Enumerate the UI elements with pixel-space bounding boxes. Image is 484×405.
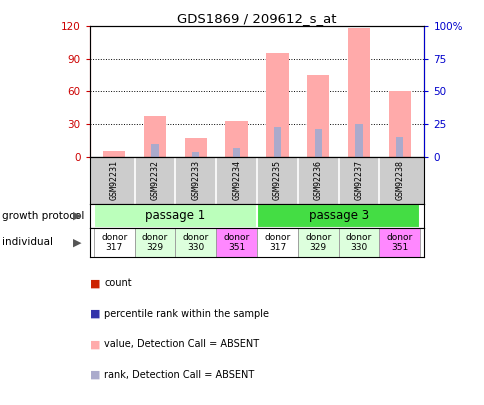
Text: donor
317: donor 317 (101, 233, 127, 252)
Bar (257, 204, 420, 228)
Bar (192, 152, 199, 157)
Bar (225, 121, 247, 157)
Text: GSM92236: GSM92236 (313, 160, 322, 200)
Text: donor
351: donor 351 (223, 233, 249, 252)
Text: donor
329: donor 329 (304, 233, 331, 252)
Bar (378, 228, 420, 257)
Bar (314, 130, 321, 157)
Text: value, Detection Call = ABSENT: value, Detection Call = ABSENT (104, 339, 259, 349)
Text: donor
329: donor 329 (142, 233, 168, 252)
Text: count: count (104, 279, 132, 288)
Text: individual: individual (2, 237, 53, 247)
Text: ■: ■ (90, 339, 100, 349)
Bar (135, 228, 175, 257)
Text: ▶: ▶ (73, 237, 82, 247)
Text: ■: ■ (90, 279, 100, 288)
Bar (151, 143, 158, 157)
Bar (306, 75, 329, 157)
Text: percentile rank within the sample: percentile rank within the sample (104, 309, 269, 319)
Bar (175, 228, 216, 257)
Text: ■: ■ (90, 309, 100, 319)
Bar (93, 204, 257, 228)
Bar (273, 127, 280, 157)
Text: GSM92234: GSM92234 (232, 160, 241, 200)
Text: rank, Detection Call = ABSENT: rank, Detection Call = ABSENT (104, 370, 254, 379)
Bar (297, 228, 338, 257)
Text: GSM92235: GSM92235 (272, 160, 281, 200)
Bar (266, 53, 288, 157)
Text: passage 1: passage 1 (145, 209, 205, 222)
Text: GSM92231: GSM92231 (109, 160, 119, 200)
Bar (355, 124, 362, 157)
Bar (233, 148, 240, 157)
Text: donor
351: donor 351 (386, 233, 412, 252)
Bar (257, 228, 297, 257)
Bar (395, 137, 403, 157)
Text: donor
330: donor 330 (182, 233, 209, 252)
Bar (347, 28, 370, 157)
Text: GSM92237: GSM92237 (354, 160, 363, 200)
Bar (388, 92, 410, 157)
Bar (216, 228, 257, 257)
Text: donor
317: donor 317 (264, 233, 290, 252)
Text: growth protocol: growth protocol (2, 211, 85, 221)
Text: ▶: ▶ (73, 211, 82, 221)
Text: donor
330: donor 330 (345, 233, 371, 252)
Text: GSM92232: GSM92232 (150, 160, 159, 200)
Text: passage 3: passage 3 (308, 209, 368, 222)
Text: ■: ■ (90, 370, 100, 379)
Title: GDS1869 / 209612_s_at: GDS1869 / 209612_s_at (177, 12, 336, 25)
Text: GSM92233: GSM92233 (191, 160, 200, 200)
Bar (338, 228, 378, 257)
Bar (184, 138, 207, 157)
Bar (143, 116, 166, 157)
Text: GSM92238: GSM92238 (394, 160, 404, 200)
Bar (93, 228, 135, 257)
Bar (103, 151, 125, 157)
